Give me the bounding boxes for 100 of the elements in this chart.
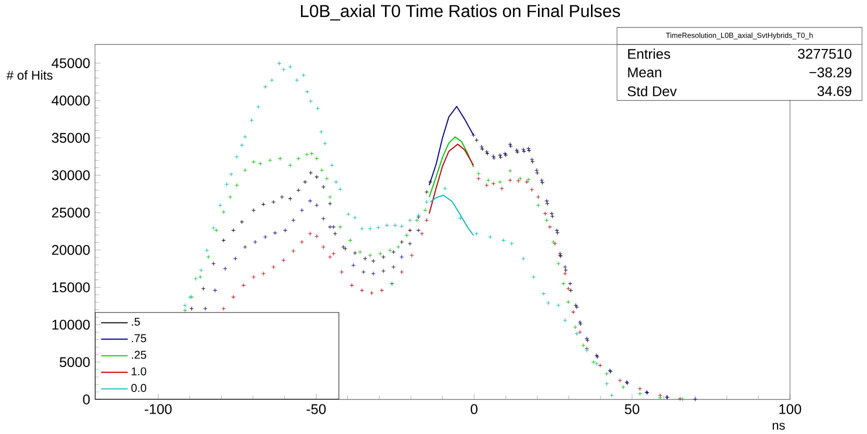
point	[271, 264, 276, 270]
point	[498, 152, 502, 158]
point	[300, 240, 304, 244]
point	[334, 180, 338, 184]
point	[296, 156, 301, 161]
point	[561, 281, 566, 286]
point	[571, 310, 576, 314]
point	[221, 210, 226, 214]
point	[258, 161, 262, 166]
point	[253, 240, 258, 244]
point	[370, 290, 374, 296]
point	[231, 294, 236, 300]
point	[420, 231, 424, 236]
point	[480, 146, 484, 152]
point	[500, 186, 504, 191]
point	[316, 106, 320, 111]
annotation: Entries	[628, 48, 670, 59]
chart-title: L0B_axial T0 Time Ratios on Final Pulses	[301, 4, 620, 20]
point	[476, 171, 481, 176]
annotation: Std Dev	[628, 86, 677, 96]
point	[544, 198, 549, 203]
point	[328, 224, 332, 229]
point	[381, 268, 386, 274]
point	[268, 158, 272, 162]
point	[328, 201, 332, 206]
point	[360, 226, 364, 231]
point	[301, 72, 306, 78]
point	[524, 180, 529, 184]
x-tick-label: -100	[144, 404, 172, 414]
y-tick-label: 25000	[52, 208, 90, 218]
point	[300, 208, 304, 212]
point	[280, 194, 284, 200]
point	[331, 224, 336, 229]
point	[488, 234, 492, 240]
x-tick-label: 50	[624, 404, 640, 414]
point	[530, 187, 534, 192]
point	[322, 141, 328, 146]
point	[562, 271, 568, 276]
x-axis-title: ns	[772, 422, 785, 430]
point	[391, 264, 396, 270]
point	[206, 254, 211, 260]
point	[562, 264, 568, 270]
point	[271, 200, 276, 204]
legend-label: 0.0	[131, 384, 146, 392]
point	[400, 254, 404, 260]
point	[555, 230, 560, 235]
point	[391, 250, 396, 254]
point	[556, 303, 561, 308]
point	[598, 363, 602, 368]
legend-label: .5	[132, 318, 140, 326]
point	[314, 156, 319, 161]
point	[296, 188, 301, 192]
point	[314, 174, 319, 179]
point	[338, 224, 342, 229]
point	[251, 160, 256, 164]
point	[408, 228, 412, 232]
point	[211, 226, 216, 230]
point	[638, 386, 642, 391]
point	[242, 244, 248, 250]
legend-label: .75	[132, 334, 146, 342]
line-series	[428, 144, 474, 214]
point	[291, 248, 296, 254]
point	[566, 300, 570, 304]
point	[228, 194, 232, 200]
point	[548, 224, 552, 229]
point	[331, 251, 336, 256]
point	[388, 248, 392, 252]
point	[638, 392, 642, 396]
point	[400, 240, 404, 244]
point	[416, 228, 421, 232]
point	[272, 230, 278, 235]
point	[321, 244, 326, 250]
x-tick-label: 0	[470, 404, 478, 414]
point	[476, 176, 481, 181]
point	[352, 215, 358, 220]
point	[198, 274, 202, 280]
y-tick-label: 5000	[60, 357, 90, 367]
point	[310, 151, 314, 156]
point	[242, 168, 248, 172]
point	[321, 216, 326, 221]
point	[340, 270, 344, 274]
y-tick-label: 45000	[52, 58, 90, 68]
point	[530, 157, 534, 162]
point	[321, 184, 326, 190]
legend-label: .25	[132, 350, 146, 359]
x-tick-label: -50	[306, 404, 326, 414]
point	[526, 177, 531, 182]
point	[330, 162, 334, 168]
point	[361, 270, 366, 274]
point	[546, 300, 550, 306]
point	[211, 261, 216, 266]
y-tick-label: 20000	[52, 244, 90, 255]
line-series	[428, 136, 474, 198]
point	[536, 194, 540, 200]
point	[581, 343, 586, 348]
point	[508, 168, 512, 173]
point	[328, 254, 332, 260]
point	[304, 152, 310, 157]
point	[308, 198, 312, 203]
point	[550, 211, 554, 216]
